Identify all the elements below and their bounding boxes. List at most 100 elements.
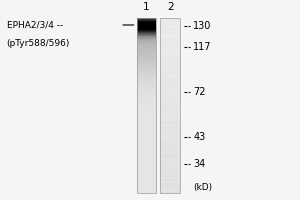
Bar (160, 165, 180, 166)
Bar (160, 115, 180, 116)
Bar (136, 186, 156, 187)
Bar (136, 175, 156, 176)
Bar (136, 180, 156, 181)
Bar (160, 146, 180, 147)
Bar (136, 46, 156, 47)
Bar (160, 78, 180, 79)
Bar (136, 70, 156, 71)
Bar (136, 133, 156, 134)
Bar (160, 116, 180, 117)
Bar (136, 142, 156, 143)
Bar (136, 34, 156, 35)
Bar (136, 123, 156, 124)
Bar (160, 21, 180, 22)
Bar (136, 183, 156, 184)
Bar (160, 150, 180, 151)
Bar (160, 145, 180, 146)
Bar (136, 26, 156, 27)
Bar (136, 170, 156, 171)
Bar (136, 91, 156, 92)
Bar (136, 119, 156, 120)
Bar (136, 182, 156, 183)
Bar (136, 148, 156, 149)
Bar (136, 62, 156, 63)
Bar (160, 69, 180, 70)
Bar (160, 155, 180, 156)
Bar (160, 153, 180, 154)
Bar (136, 190, 156, 191)
Bar (160, 162, 180, 163)
Bar (160, 73, 180, 74)
Bar (160, 20, 180, 21)
Bar (136, 153, 156, 154)
Bar (136, 181, 156, 182)
Bar (136, 75, 156, 76)
Bar (136, 95, 156, 96)
Bar (136, 81, 156, 82)
Bar (160, 42, 180, 43)
Bar (136, 42, 156, 43)
Bar (160, 62, 180, 63)
Bar (160, 173, 180, 174)
Bar (160, 21, 180, 22)
Bar (160, 34, 180, 35)
Bar (136, 173, 156, 174)
Text: EPHA2/3/4 --: EPHA2/3/4 -- (7, 20, 63, 29)
Bar (160, 175, 180, 176)
Bar (136, 141, 156, 142)
Bar (136, 190, 156, 191)
Bar (160, 188, 180, 189)
Bar (136, 135, 156, 136)
Bar (136, 87, 156, 88)
Bar (160, 97, 180, 98)
Bar (136, 100, 156, 101)
Bar (136, 72, 156, 73)
Bar (136, 45, 156, 46)
Bar (160, 124, 180, 125)
Bar (160, 82, 180, 83)
Bar (160, 123, 180, 124)
Bar (136, 28, 156, 29)
Bar (160, 128, 180, 129)
Bar (160, 163, 180, 164)
Bar (160, 45, 180, 46)
Bar (160, 79, 180, 80)
Bar (160, 52, 180, 53)
Bar (136, 143, 156, 144)
Text: 72: 72 (193, 87, 206, 97)
Bar (136, 172, 156, 173)
Bar (160, 173, 180, 174)
Bar (136, 165, 156, 166)
Bar (160, 33, 180, 34)
Bar (160, 120, 180, 121)
Bar (136, 159, 156, 160)
Bar (160, 134, 180, 135)
Bar (136, 179, 156, 180)
Bar (136, 64, 156, 65)
Bar (136, 50, 156, 51)
Bar (160, 100, 180, 101)
Bar (136, 65, 156, 66)
Bar (160, 43, 180, 44)
Bar (160, 126, 180, 127)
Bar (160, 149, 180, 150)
Bar (160, 132, 180, 133)
Bar (136, 28, 156, 29)
Bar (136, 23, 156, 24)
Bar (136, 121, 156, 122)
Bar (160, 132, 180, 133)
Bar (160, 84, 180, 85)
Bar (136, 163, 156, 164)
Bar (136, 61, 156, 62)
Bar (160, 154, 180, 155)
Bar (136, 126, 156, 127)
Bar (160, 167, 180, 168)
Bar (160, 68, 180, 69)
Bar (136, 146, 156, 147)
Bar (160, 183, 180, 184)
Bar (160, 187, 180, 188)
Bar (136, 78, 156, 79)
Bar (160, 137, 180, 138)
Bar (136, 89, 156, 90)
Bar (160, 112, 180, 113)
